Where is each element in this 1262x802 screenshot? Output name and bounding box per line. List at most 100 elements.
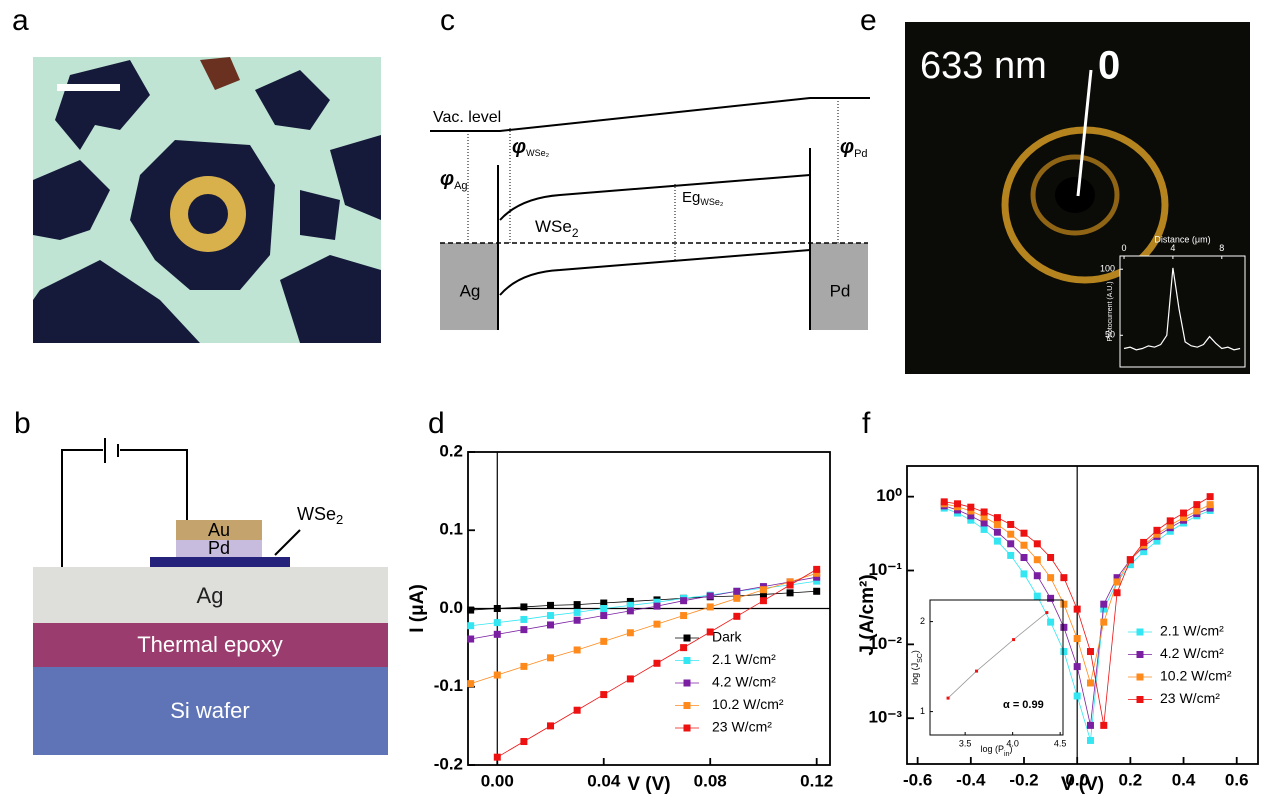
subscript: Pd (854, 148, 867, 160)
data-point (1087, 679, 1094, 686)
figure: a b c d e f Au Pd WSe2 Ag Thermal epoxy … (0, 0, 1262, 797)
data-point (787, 582, 794, 589)
data-point (520, 603, 527, 610)
legend-marker (1137, 651, 1144, 658)
legend-marker (1137, 629, 1144, 636)
data-point (1114, 578, 1121, 585)
band-label: Pd (830, 281, 851, 300)
data-point (1007, 531, 1014, 538)
data-point (680, 612, 687, 619)
data-point (981, 526, 988, 533)
data-point (574, 707, 581, 714)
data-point (760, 597, 767, 604)
data-point (733, 613, 740, 620)
data-point (967, 504, 974, 511)
data-point (975, 670, 978, 673)
data-point (1193, 501, 1200, 508)
legend-label: 23 W/cm² (1160, 690, 1220, 706)
annotation: α = 0.99 (1003, 699, 1044, 711)
legend-label: 4.2 W/cm² (1160, 645, 1224, 661)
data-point (574, 646, 581, 653)
data-point (467, 607, 474, 614)
x-axis-label: V (V) (1061, 774, 1104, 795)
data-point (1074, 663, 1081, 670)
data-point (994, 514, 1001, 521)
y-axis-label: Photocurrent (A.U.) (1107, 281, 1114, 341)
pointer (275, 530, 300, 555)
data-point (653, 621, 660, 628)
x-axis-label: Distance (μm) (1154, 234, 1210, 244)
data-point (627, 629, 634, 636)
data-point (1087, 648, 1094, 655)
data-point (680, 644, 687, 651)
data-point (653, 603, 660, 610)
data-point (1021, 554, 1028, 561)
data-point (494, 631, 501, 638)
data-point (1060, 601, 1067, 608)
band-label: φAg (440, 168, 468, 192)
data-point (707, 592, 714, 599)
data-point (994, 529, 1001, 536)
band-label: WSe2 (535, 217, 579, 240)
panel-label: c (440, 4, 455, 37)
y-axis-label: J (A/cm²) (857, 574, 878, 655)
panel-label: f (862, 407, 871, 440)
x-tick-label: 4 (1170, 243, 1175, 253)
text: WSe (297, 504, 336, 524)
data-point (1140, 539, 1147, 546)
data-point (1060, 648, 1067, 655)
data-point (520, 738, 527, 745)
data-point (627, 675, 634, 682)
legend-label: 10.2 W/cm² (1160, 668, 1232, 684)
data-point (600, 605, 607, 612)
text: ) (910, 650, 920, 653)
data-point (1047, 554, 1054, 561)
data-point (1021, 542, 1028, 549)
wavelength-label: 633 nm (920, 45, 1047, 87)
data-point (1074, 635, 1081, 642)
data-point (1060, 624, 1067, 631)
x-tick-label: 0.4 (1172, 770, 1196, 789)
y-tick-label: -0.2 (434, 754, 463, 773)
data-point (994, 538, 1001, 545)
y-axis-label: I (μA) (407, 584, 428, 633)
layer-label: WSe2 (297, 504, 343, 528)
legend-marker (1137, 696, 1144, 703)
legend-label: 10.2 W/cm² (712, 696, 784, 712)
data-point (520, 626, 527, 633)
data-point (520, 616, 527, 623)
band-label: φWSe₂ (512, 136, 550, 158)
data-point (1034, 593, 1041, 600)
y-axis-label: log (JSC) (910, 650, 923, 685)
data-point (1007, 521, 1014, 528)
legend-label: 2.1 W/cm² (712, 651, 776, 667)
legend-label: 2.1 W/cm² (1160, 623, 1224, 639)
micrograph (33, 57, 381, 343)
text: φ (440, 168, 454, 190)
data-point (1100, 601, 1107, 608)
y-tick-label: 2 (920, 616, 925, 626)
data-point (1021, 570, 1028, 577)
data-point (1012, 638, 1015, 641)
legend-marker (1137, 674, 1144, 681)
data-point (574, 609, 581, 616)
series-line (948, 613, 1047, 699)
data-point (733, 595, 740, 602)
data-point (1074, 606, 1081, 613)
data-point (1087, 722, 1094, 729)
inset-background (1120, 256, 1245, 367)
wse2-flake (150, 557, 290, 568)
band-label: Vac. level (433, 109, 501, 126)
data-point (981, 508, 988, 515)
x-tick-label: 0 (1122, 243, 1127, 253)
data-point (494, 619, 501, 626)
data-point (994, 521, 1001, 528)
data-point (627, 607, 634, 614)
data-point (574, 617, 581, 624)
data-point (1021, 530, 1028, 537)
legend-marker (684, 657, 691, 664)
plot-frame (930, 600, 1063, 735)
subscript: WSe₂ (526, 148, 550, 158)
data-point (494, 672, 501, 679)
